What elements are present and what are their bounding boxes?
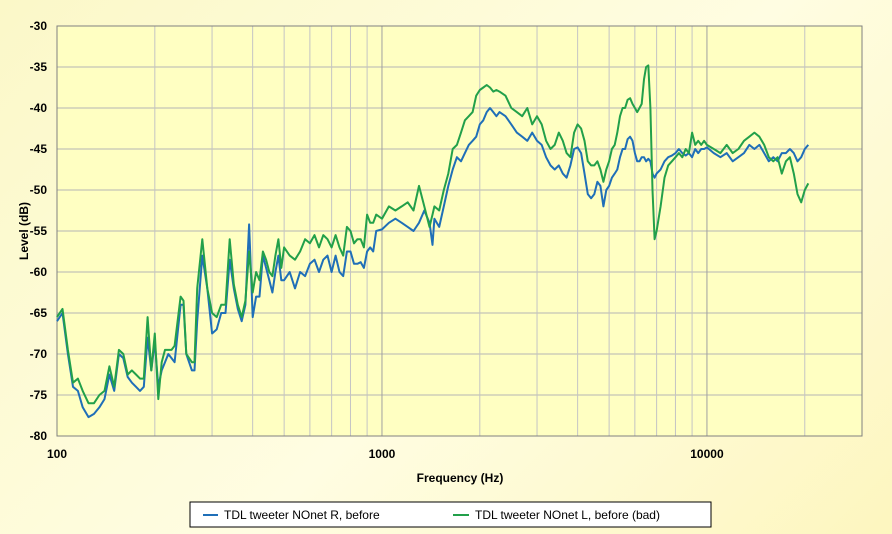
y-axis-tick-labels: -30 -35 -40 -45 -50 -55 -60 -65 -70 -75 -80 xyxy=(30,19,48,443)
series-lines xyxy=(56,64,810,419)
legend: TDL tweeter NOnet R, before TDL tweeter … xyxy=(189,501,712,528)
y-tick-label-4: -50 xyxy=(30,183,48,197)
y-tick-label-3: -45 xyxy=(30,142,48,156)
legend-label-series-0: TDL tweeter NOnet R, before xyxy=(224,508,380,522)
y-tick-label-10: -80 xyxy=(30,429,48,443)
y-tick-label-1: -35 xyxy=(30,60,48,74)
y-tick-label-0: -30 xyxy=(30,19,48,33)
x-axis-tick-labels: 100 1000 10000 xyxy=(47,447,724,461)
x-axis-title: Frequency (Hz) xyxy=(417,471,504,485)
y-tick-label-9: -75 xyxy=(30,388,48,402)
y-tick-label-5: -55 xyxy=(30,224,48,238)
y-axis-title: Level (dB) xyxy=(17,202,31,260)
x-tick-label-2: 10000 xyxy=(690,447,724,461)
x-tick-label-1: 1000 xyxy=(369,447,396,461)
series-line-0 xyxy=(56,107,810,419)
legend-box xyxy=(189,501,712,528)
plot-area-border xyxy=(56,25,863,437)
x-tick-label-0: 100 xyxy=(47,447,67,461)
y-tick-label-8: -70 xyxy=(30,347,48,361)
y-tick-label-6: -60 xyxy=(30,265,48,279)
y-tick-label-7: -65 xyxy=(30,306,48,320)
series-line-1 xyxy=(56,64,810,405)
y-tick-label-2: -40 xyxy=(30,101,48,115)
legend-label-series-1: TDL tweeter NOnet L, before (bad) xyxy=(475,508,660,522)
